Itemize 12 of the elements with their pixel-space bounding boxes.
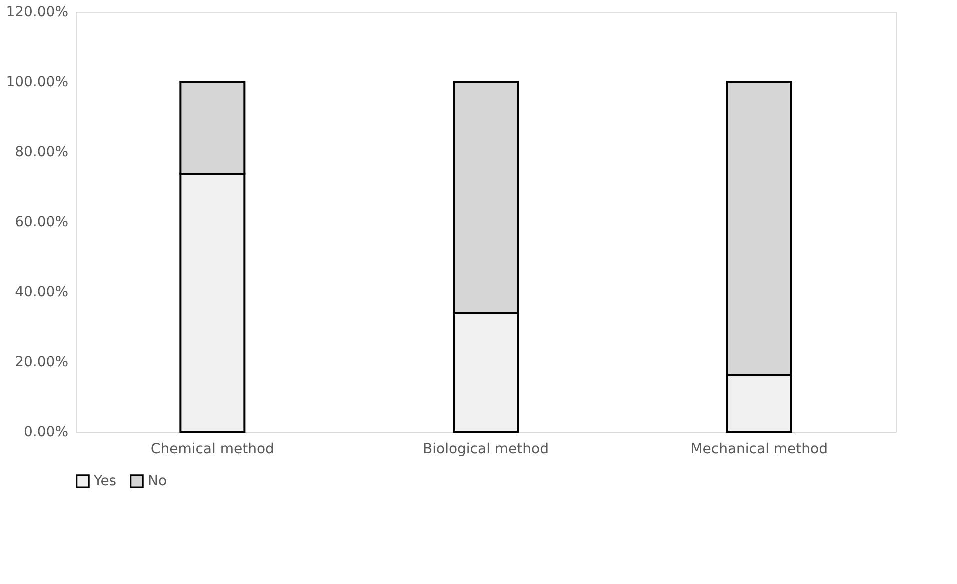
legend-label: Yes — [93, 473, 117, 490]
y-tick-label: 40.00% — [15, 284, 68, 300]
y-tick-label: 100.00% — [6, 74, 68, 90]
x-tick-label: Biological method — [423, 442, 549, 458]
x-tick-label: Mechanical method — [690, 442, 828, 458]
y-tick-label: 20.00% — [15, 354, 68, 370]
y-tick-label: 60.00% — [15, 214, 68, 230]
y-tick-label: 80.00% — [15, 144, 68, 160]
legend-label: No — [148, 473, 168, 490]
y-tick-label: 0.00% — [24, 424, 68, 440]
x-tick-label: Chemical method — [150, 442, 274, 458]
y-tick-label: 120.00% — [6, 4, 68, 20]
